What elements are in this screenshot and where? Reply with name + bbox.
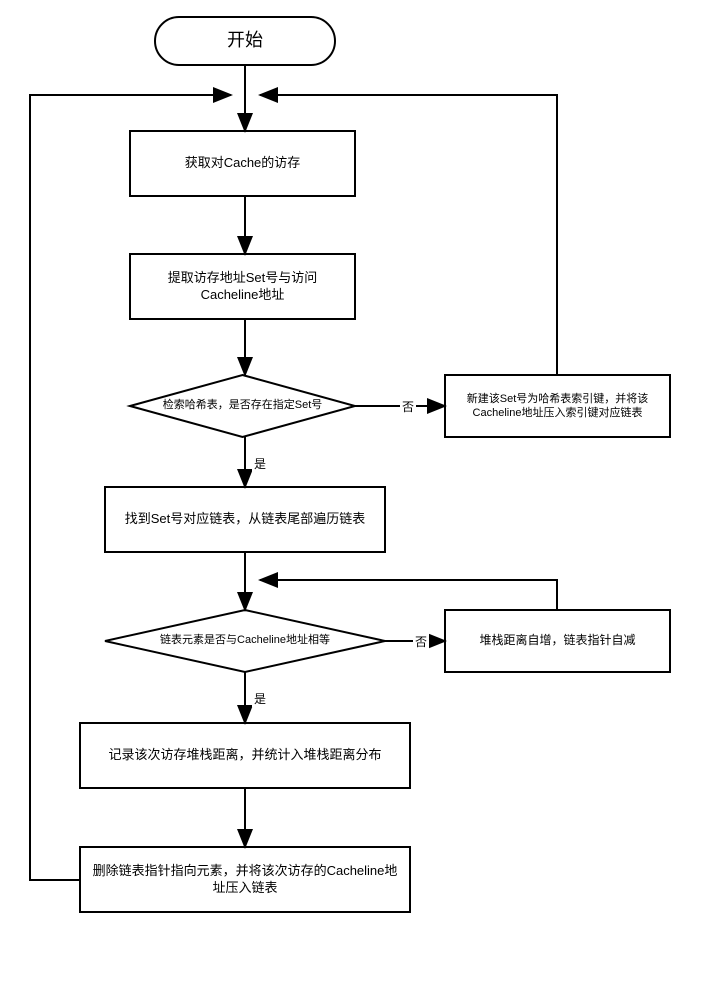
node-start: 开始	[163, 17, 327, 65]
node-step1: 获取对Cache的访存	[138, 131, 347, 196]
node-step5: 删除链表指针指向元素，并将该次访存的Cacheline地址压入链表	[88, 847, 402, 912]
node-dec1: 检索哈希表，是否存在指定Set号	[150, 375, 335, 437]
edge-label-yes: 是	[252, 690, 268, 707]
node-step4: 记录该次访存堆栈距离，并统计入堆栈距离分布	[88, 723, 402, 788]
node-side2: 堆栈距离自增，链表指针自减	[453, 610, 662, 672]
edge-label-no: 否	[400, 398, 416, 415]
node-step3: 找到Set号对应链表，从链表尾部遍历链表	[113, 487, 377, 552]
edge-label-yes: 是	[252, 455, 268, 472]
edge-label-no: 否	[413, 633, 429, 650]
node-side1: 新建该Set号为哈希表索引键，并将该Cacheline地址压入索引键对应链表	[453, 375, 662, 437]
node-step2: 提取访存地址Set号与访问Cacheline地址	[138, 254, 347, 319]
node-dec2: 链表元素是否与Cacheline地址相等	[125, 610, 365, 672]
